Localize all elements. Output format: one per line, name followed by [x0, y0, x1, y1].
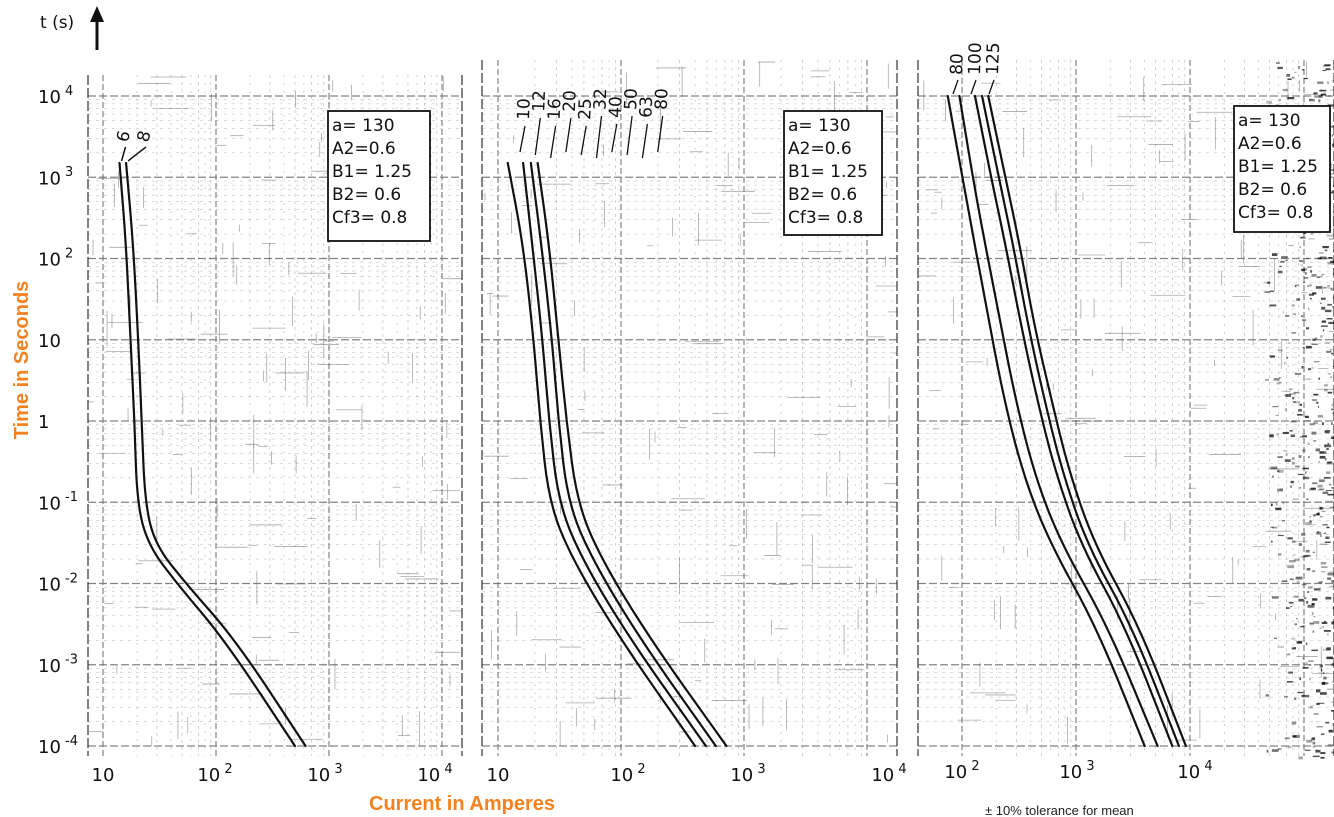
curve-middle-16	[529, 161, 717, 748]
curve-left-6	[118, 161, 297, 748]
rating-leader-line	[549, 125, 557, 159]
rating-label: 80	[947, 53, 968, 75]
rating-leader-line	[657, 115, 664, 153]
rating-leader-line	[970, 79, 977, 95]
y-tick-label: 1	[38, 412, 49, 433]
parameter-box	[327, 110, 431, 242]
parameter-text: B1= 1.25	[332, 162, 412, 182]
parameter-text: Cf3= 0.8	[332, 208, 407, 228]
tolerance-footnote: ± 10% tolerance for mean	[985, 803, 1134, 817]
rating-label: 50	[621, 88, 642, 110]
parameter-text: a= 130	[332, 116, 395, 136]
rating-label: 100	[965, 42, 986, 75]
rating-label: 20	[560, 90, 581, 112]
curve-right-extra-3	[980, 94, 1181, 748]
y-tick-label: 10 -4	[38, 734, 78, 758]
x-tick-label: 10 3	[730, 762, 765, 786]
x-tick-label: 10 4	[1177, 759, 1212, 783]
x-tick-label: 10	[92, 765, 115, 786]
rating-leader-line	[565, 117, 572, 153]
x-tick-label: 10 2	[944, 759, 979, 783]
x-tick-label: 10 3	[307, 762, 342, 786]
grid-layer	[87, 60, 1334, 760]
rating-label: 63	[636, 96, 657, 118]
y-axis-header: t (s)	[40, 13, 74, 33]
rating-label: 32	[591, 88, 612, 110]
rating-label: 40	[606, 96, 627, 118]
rating-leader-line	[611, 123, 618, 153]
rating-leader-line	[641, 123, 649, 159]
x-tick-label: 10 4	[417, 762, 452, 786]
parameter-text: A2=0.6	[332, 139, 396, 159]
y-tick-label: 10 -1	[38, 490, 78, 514]
y-tick-label: 10	[38, 331, 61, 352]
parameter-text: Cf3= 0.8	[1238, 203, 1313, 223]
parameter-text: B2= 0.6	[788, 185, 857, 205]
parameter-text: a= 130	[788, 116, 851, 136]
series-label: 6	[113, 129, 135, 145]
label-layer: 10 4 10 3 10 2 10 1 10 -1 10 -2 10 -3 10 -4 68 a= …	[38, 42, 1331, 786]
x-tick-label: 10 3	[1059, 759, 1094, 783]
y-tick-label: 10 4	[38, 84, 73, 108]
parameter-text: B1= 1.25	[788, 162, 868, 182]
parameter-box	[1233, 105, 1331, 233]
parameter-text: B2= 0.6	[332, 185, 401, 205]
curve-right-100	[958, 94, 1159, 748]
x-tick-label: 10	[487, 765, 510, 786]
parameter-text: B1= 1.25	[1238, 157, 1318, 177]
curve-middle-20	[536, 161, 728, 748]
rating-label: 16	[545, 98, 566, 120]
parameter-text: B2= 0.6	[1238, 180, 1307, 200]
curve-left-8	[124, 161, 307, 748]
curve-right-125	[973, 94, 1174, 748]
rating-leader-line	[580, 125, 587, 156]
rating-leader-line	[519, 125, 526, 153]
parameter-text: A2=0.6	[1238, 134, 1302, 154]
series-leader-line	[120, 146, 127, 162]
rating-label: 10	[514, 98, 535, 120]
x-tick-label: 10 2	[197, 762, 232, 786]
y-tick-label: 10 -3	[38, 653, 78, 677]
rating-label: 125	[983, 42, 1004, 75]
series-leader-line	[127, 146, 147, 162]
y-tick-label: 10 2	[38, 246, 73, 270]
rating-leader-line	[988, 79, 995, 95]
y-axis-arrow-icon	[90, 6, 104, 50]
rating-label: 25	[575, 98, 596, 120]
parameter-text: a= 130	[1238, 111, 1301, 131]
parameter-text: Cf3= 0.8	[788, 208, 863, 228]
rating-leader-line	[952, 79, 959, 95]
y-axis-label: Time in Seconds	[11, 281, 33, 440]
parameter-box	[783, 110, 883, 236]
rating-leader-line	[534, 117, 541, 156]
x-tick-label: 10 2	[610, 762, 645, 786]
curve-middle-10	[506, 161, 697, 748]
parameter-text: A2=0.6	[788, 139, 852, 159]
series-label: 8	[134, 129, 156, 145]
rating-leader-line	[626, 115, 633, 156]
curve-right-80	[946, 94, 1146, 748]
y-tick-label: 10 -2	[38, 571, 78, 595]
x-axis-label: Current in Amperes	[369, 793, 555, 815]
curve-layer	[118, 94, 1187, 748]
rating-label: 12	[529, 90, 550, 112]
x-tick-label: 10 4	[871, 762, 906, 786]
rating-label: 80	[652, 88, 673, 110]
curve-middle-12	[522, 161, 707, 748]
y-tick-label: 10 3	[38, 165, 73, 189]
curve-right-extra-4	[987, 94, 1187, 748]
rating-leader-line	[595, 115, 603, 159]
